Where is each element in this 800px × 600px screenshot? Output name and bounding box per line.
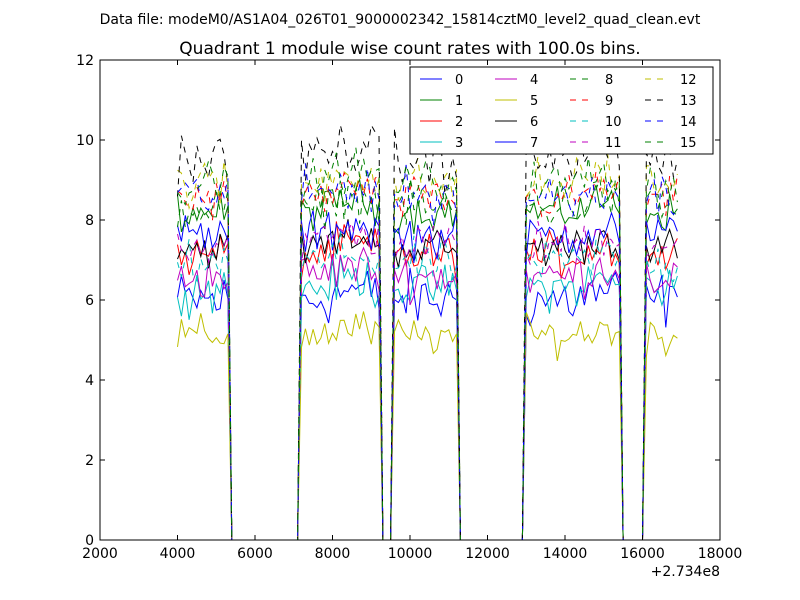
legend-label-9: 9	[605, 94, 613, 109]
x-tick-label: 8000	[315, 546, 351, 562]
y-tick-label: 6	[85, 293, 94, 309]
legend-label-5: 5	[530, 94, 538, 109]
chart-suptitle: Data file: modeM0/AS1A04_026T01_90000023…	[100, 12, 701, 28]
series-line-14	[177, 163, 678, 540]
legend-label-2: 2	[455, 115, 463, 130]
y-tick-label: 4	[85, 373, 94, 389]
legend-label-13: 13	[680, 94, 697, 109]
y-tick-label: 10	[76, 133, 94, 149]
legend-label-1: 1	[455, 94, 463, 109]
legend-label-4: 4	[530, 73, 538, 88]
x-tick-label: 12000	[465, 546, 510, 562]
legend-label-7: 7	[530, 136, 538, 151]
axis-ticks: 2000 4000 6000 8000 10000 12000 14000 16000 1800…	[76, 53, 742, 562]
x-tick-label: 18000	[698, 546, 743, 562]
legend-label-12: 12	[680, 73, 697, 88]
legend-label-0: 0	[455, 73, 463, 88]
legend-label-11: 11	[605, 136, 622, 151]
x-offset-label: +2.734e8	[651, 564, 720, 580]
legend-label-8: 8	[605, 73, 613, 88]
series-line-15	[177, 147, 678, 540]
legend-box	[409, 66, 714, 155]
series-line-12	[177, 153, 678, 540]
y-tick-label: 2	[85, 453, 94, 469]
legend-label-6: 6	[530, 115, 538, 130]
x-tick-label: 14000	[543, 546, 588, 562]
x-tick-label: 4000	[160, 546, 196, 562]
legend-label-3: 3	[455, 136, 463, 151]
x-tick-label: 2000	[82, 546, 118, 562]
y-tick-label: 8	[85, 213, 94, 229]
series-line-8	[177, 177, 678, 540]
legend-label-15: 15	[680, 136, 697, 151]
chart-title: Quadrant 1 module wise count rates with …	[179, 39, 640, 59]
y-tick-label: 12	[76, 53, 94, 69]
x-tick-label: 6000	[237, 546, 273, 562]
y-tick-label: 0	[85, 533, 94, 549]
series-line-5	[177, 311, 678, 540]
x-tick-label: 16000	[620, 546, 665, 562]
x-tick-label: 10000	[388, 546, 433, 562]
legend-label-14: 14	[680, 115, 697, 130]
legend-label-10: 10	[605, 115, 622, 130]
